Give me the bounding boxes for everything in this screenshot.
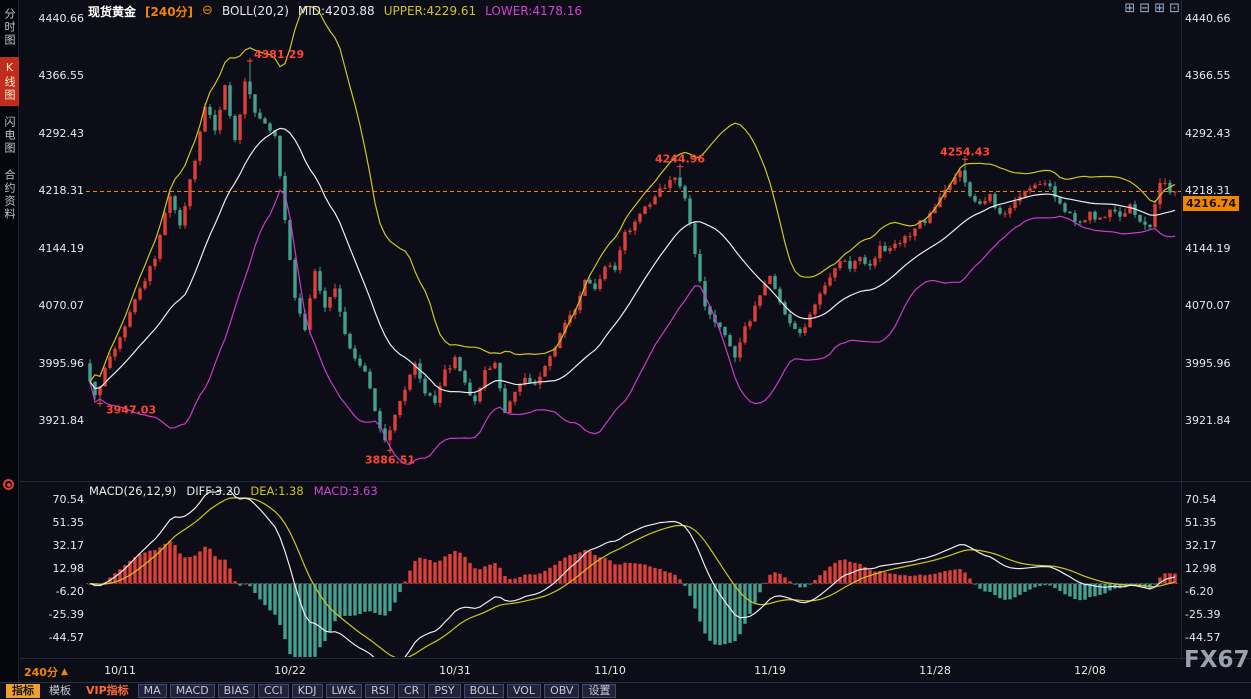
price-axis-label-left: 3995.96 — [38, 356, 85, 370]
toolbar-button-1[interactable]: 指标 — [6, 684, 40, 698]
macd-axis-label-right: 70.54 — [1185, 493, 1217, 506]
bottom-toolbar: 指标 模板 VIP指标 MA MACD BIAS CCI KDJ LW& RSI CR PSY BOLL… — [0, 682, 1251, 699]
xaxis-period-selector[interactable]: 240分 ▲ — [24, 664, 68, 680]
collapse-icon[interactable]: ⊖ — [202, 3, 213, 18]
indicator-dot-icon[interactable] — [3, 479, 14, 490]
price-axis-label-right: 4292.43 — [1185, 126, 1231, 140]
date-label: 10/31 — [439, 664, 471, 677]
toolbar-button-7[interactable]: CCI — [257, 684, 289, 698]
boll-params-label: BOLL(20,2) — [221, 4, 289, 18]
toolbar-button-12[interactable]: PSY — [428, 684, 461, 698]
layout-grid-icon[interactable]: ⊞ — [1124, 1, 1136, 16]
macd-axis-label-left: -44.57 — [48, 631, 84, 644]
price-axis-label-left: 3921.84 — [38, 414, 85, 427]
macd-axis-label-left: 51.35 — [52, 516, 85, 529]
price-axis-label-right: 4440.66 — [1185, 12, 1231, 25]
layout-icon-group: ⊞ ⊟ ⊞ ⊡ — [1124, 1, 1180, 16]
price-axis-label-left: 4218.31 — [38, 184, 85, 198]
sidebar-tab-time-chart[interactable]: 分时图 — [3, 8, 16, 47]
sidebar-tab-contract-info[interactable]: 合约资料 — [3, 169, 16, 221]
toolbar-button-14[interactable]: VOL — [506, 684, 542, 698]
toolbar-button-10[interactable]: RSI — [365, 684, 395, 698]
price-axis-label-left: 4144.19 — [38, 241, 85, 255]
macd-dea-value: DEA:1.38 — [250, 484, 304, 498]
date-label: 11/10 — [594, 664, 626, 677]
price-axis-label-left: 4366.55 — [38, 69, 85, 83]
macd-axis-label-right: 51.35 — [1185, 516, 1217, 529]
sidebar: 分时图 K线图闪电图合约资料 — [0, 0, 19, 682]
macd-header: MACD(26,12,9) DIFF:3.20 DEA:1.38 MACD:3.… — [89, 484, 378, 498]
date-label: 12/08 — [1074, 664, 1106, 677]
watermark: FX678 — [1184, 647, 1251, 673]
macd-axis-label-left: 32.17 — [52, 539, 85, 552]
svg-text:4244.96: 4244.96 — [655, 153, 705, 166]
sidebar-tab-lightning-chart[interactable]: 闪电图 — [3, 116, 16, 155]
sidebar-tab-kline-chart[interactable]: K线图 — [0, 57, 19, 106]
macd-macd-value: MACD:3.63 — [313, 484, 378, 498]
date-label: 10/11 — [104, 664, 136, 677]
price-axis-label-right: 4218.31 — [1185, 184, 1231, 198]
svg-text:4254.43: 4254.43 — [940, 145, 990, 158]
toolbar-button-6[interactable]: BIAS — [217, 684, 255, 698]
macd-axis-label-right: -44.57 — [1185, 631, 1221, 644]
macd-axis-label-right: -25.39 — [1185, 608, 1221, 621]
layout-columns-icon[interactable]: ⊞ — [1154, 1, 1166, 16]
price-axis-label-left: 4292.43 — [38, 126, 85, 140]
price-axis-label-right: 4070.07 — [1185, 299, 1231, 313]
toolbar-button-2[interactable]: 模板 — [49, 684, 71, 697]
symbol-name: 现货黄金 — [88, 4, 137, 19]
svg-text:4381.29: 4381.29 — [254, 48, 304, 61]
date-label: 11/28 — [919, 664, 951, 677]
svg-text:3947.03: 3947.03 — [106, 403, 156, 416]
chart-header: 现货黄金 [240分] ⊖ BOLL(20,2) MID:4203.88 UPP… — [88, 2, 582, 20]
boll-mid-value: MID:4203.88 — [297, 4, 375, 18]
date-label: 11/19 — [754, 664, 786, 677]
toolbar-button-11[interactable]: CR — [397, 684, 426, 698]
toolbar-button-5[interactable]: MACD — [169, 684, 215, 698]
price-axis-label-right: 4366.55 — [1185, 69, 1231, 83]
macd-axis-label-left: -25.39 — [48, 608, 84, 621]
macd-params-label: MACD(26,12,9) — [89, 484, 177, 498]
toolbar-button-4[interactable]: MA — [137, 684, 167, 698]
macd-axis-label-right: -6.20 — [1185, 585, 1214, 598]
price-axis-label-right: 3921.84 — [1185, 414, 1231, 427]
macd-axis-label-left: -6.20 — [55, 585, 84, 598]
axis-separator — [20, 658, 1251, 659]
toolbar-button-3[interactable]: VIP指标 — [86, 684, 129, 697]
layout-single-icon[interactable]: ⊡ — [1169, 1, 1180, 16]
price-axis-label-right: 4144.19 — [1185, 241, 1231, 255]
toolbar-button-9[interactable]: LW& — [325, 684, 363, 698]
macd-axis-label-left: 12.98 — [52, 562, 85, 575]
macd-axis-label-right: 32.17 — [1185, 539, 1217, 552]
up-arrow-icon: ▲ — [60, 667, 68, 677]
toolbar-button-8[interactable]: KDJ — [291, 684, 323, 698]
macd-axis-label-left: 70.54 — [52, 493, 85, 506]
toolbar-button-15[interactable]: OBV — [544, 684, 580, 698]
current-price-badge: 4216.74 — [1183, 196, 1240, 211]
macd-diff-value: DIFF:3.20 — [186, 484, 241, 498]
timeframe-label[interactable]: [240分] — [145, 4, 194, 19]
boll-upper-value: UPPER:4229.61 — [383, 4, 477, 18]
xaxis-period-text: 240分 — [24, 666, 58, 679]
toolbar-button-16[interactable]: 设置 — [582, 684, 617, 698]
price-axis-label-left: 4070.07 — [38, 299, 85, 313]
boll-lower-value: LOWER:4178.16 — [485, 4, 582, 18]
svg-text:3886.51: 3886.51 — [365, 453, 415, 466]
toolbar-button-13[interactable]: BOLL — [463, 684, 504, 698]
layout-rows-icon[interactable]: ⊟ — [1139, 1, 1151, 16]
date-label: 10/22 — [274, 664, 306, 677]
price-axis-label-right: 3995.96 — [1185, 356, 1231, 370]
panel-separator — [20, 481, 1251, 482]
price-axis-label-left: 4440.66 — [38, 12, 85, 25]
macd-axis-label-right: 12.98 — [1185, 562, 1217, 575]
